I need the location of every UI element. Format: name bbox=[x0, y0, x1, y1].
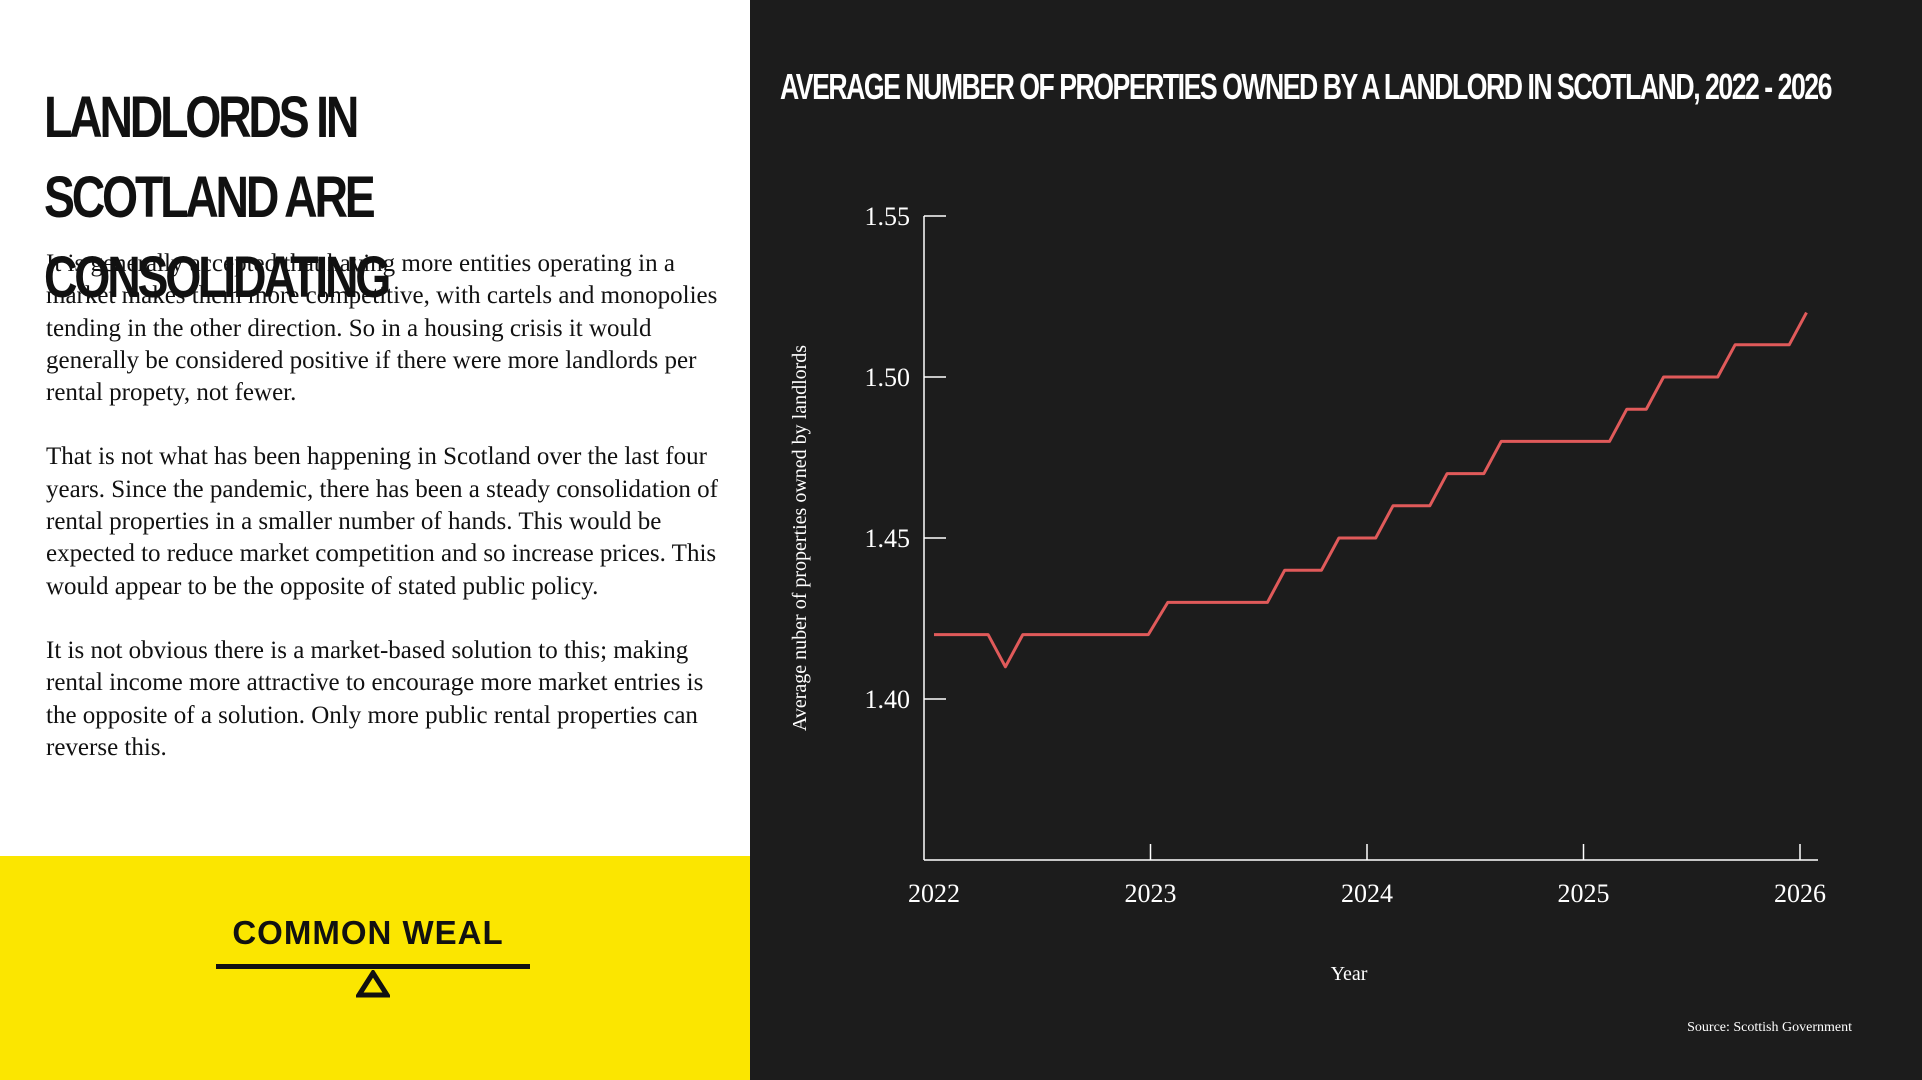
paragraph-2: That is not what has been happening in S… bbox=[46, 443, 718, 600]
paragraph-3: It is not obvious there is a market-base… bbox=[46, 636, 704, 761]
y-tick-label: 1.50 bbox=[865, 363, 911, 392]
y-axis-title: Average nuber of properties owned by lan… bbox=[789, 345, 811, 731]
source-note: Source: Scottish Government bbox=[1687, 1020, 1852, 1035]
logo-text: COMMON WEAL bbox=[232, 914, 504, 951]
logo-triangle-icon bbox=[356, 970, 390, 998]
x-tick-label: 2024 bbox=[1341, 879, 1393, 908]
x-axis-title: Year bbox=[1331, 963, 1368, 985]
series-line bbox=[934, 311, 1808, 669]
logo-seesaw-bar bbox=[216, 964, 530, 969]
x-tick-label: 2026 bbox=[1774, 879, 1826, 908]
x-tick-label: 2025 bbox=[1558, 879, 1610, 908]
left-panel: Landlords in Scotland are consolidating … bbox=[0, 0, 750, 1080]
brand-footer: COMMON WEAL bbox=[0, 856, 750, 1080]
page-title: Landlords in Scotland are consolidating bbox=[44, 85, 391, 310]
chart-title: Average number of properties owned by a … bbox=[780, 66, 1832, 107]
y-tick-label: 1.40 bbox=[865, 685, 911, 714]
y-tick-label: 1.55 bbox=[865, 202, 911, 231]
x-tick-label: 2023 bbox=[1125, 879, 1177, 908]
x-tick-label: 2022 bbox=[908, 879, 960, 908]
article-body: It is generally accepted that having mor… bbox=[46, 248, 726, 796]
y-tick-label: 1.45 bbox=[865, 524, 911, 553]
paragraph-1: It is generally accepted that having mor… bbox=[46, 250, 718, 407]
